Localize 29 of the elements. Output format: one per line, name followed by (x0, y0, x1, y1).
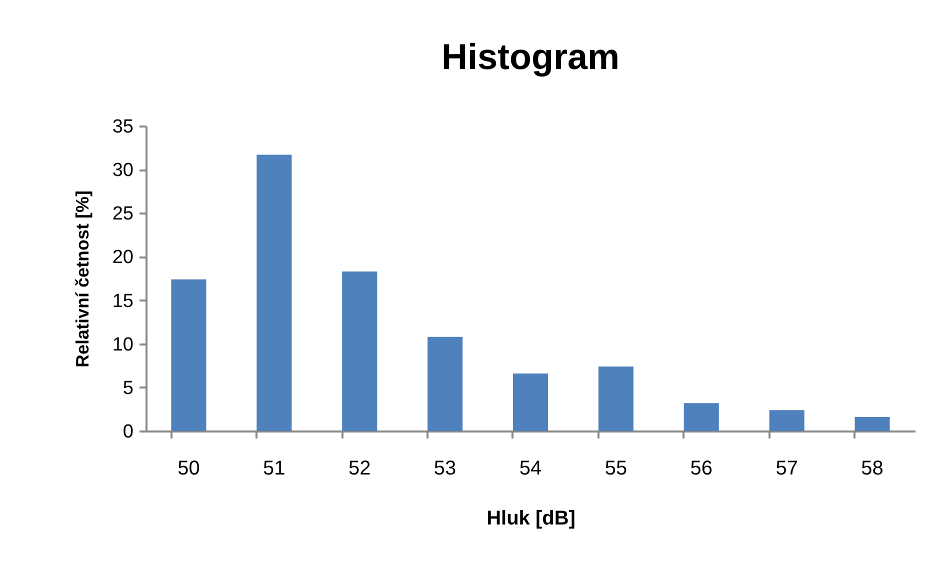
y-tick-label: 5 (122, 378, 134, 399)
x-tick-label: 56 (690, 458, 713, 480)
bar (684, 403, 719, 431)
x-tick-label: 57 (776, 458, 798, 480)
bar (854, 417, 890, 431)
bar (171, 279, 206, 431)
y-tick-label: 35 (112, 116, 134, 138)
y-tick-label: 0 (122, 422, 134, 442)
bar (428, 336, 463, 431)
bar (512, 373, 548, 431)
x-tick-label: 51 (263, 458, 286, 480)
x-tick-label: 53 (434, 458, 456, 480)
x-tick-label: 55 (604, 458, 628, 480)
x-tick-label: 58 (861, 458, 884, 480)
y-tick-label: 10 (112, 334, 134, 356)
chart-title: Histogram (441, 36, 620, 77)
y-tick-label: 15 (112, 290, 134, 312)
bar (598, 366, 634, 431)
bar (342, 272, 378, 431)
y-tick-label: 30 (112, 160, 134, 182)
y-axis-title: Relativní četnost [%] (72, 190, 92, 368)
y-tick-label: 20 (112, 247, 134, 268)
y-tick-label: 25 (112, 204, 134, 225)
x-tick-label: 54 (519, 458, 542, 480)
bar (256, 154, 292, 431)
x-tick-label: 52 (348, 458, 371, 480)
x-tick-label: 50 (178, 458, 200, 480)
bar (769, 410, 804, 431)
x-axis-title: Hluk [dB] (486, 508, 576, 530)
